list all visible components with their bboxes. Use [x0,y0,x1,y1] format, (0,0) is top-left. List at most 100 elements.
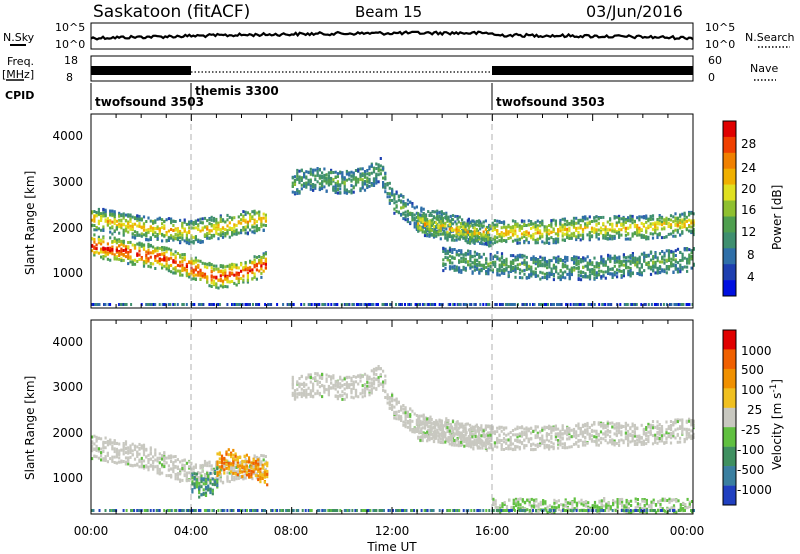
echo-cell [426,232,429,236]
echo-cell [679,259,682,263]
echo-cell [622,271,625,275]
echo-cell [460,225,463,229]
echo-cell [570,232,573,236]
echo-cell [686,265,689,269]
echo-cell [314,186,317,190]
echo-cell [120,219,123,223]
echo-cell [197,273,200,277]
echo-cell [456,303,459,306]
echo-cell [485,265,488,269]
echo-cell [382,167,385,171]
echo-cell [488,225,491,229]
echo-cell [152,226,155,230]
echo-cell [95,226,98,229]
echo-cell [257,458,260,462]
echo-cell [395,200,398,204]
echo-cell [253,454,256,458]
echo-cell [181,231,184,235]
echo-cell [476,229,479,233]
echo-cell [460,252,463,256]
echo-cell [622,274,625,278]
echo-cell [638,267,641,271]
echo-cell [570,223,573,227]
echo-cell [582,266,585,269]
echo-cell [478,261,481,264]
echo-cell [152,230,155,233]
beam-title: Beam 15 [355,3,422,21]
echo-cell [213,483,217,487]
echo-cell [176,269,179,273]
echo-cell [523,258,526,262]
echo-cell [444,249,447,253]
echo-cell [210,234,213,237]
echo-cell [638,273,641,277]
echo-cell [359,376,362,380]
echo-cell [643,258,646,262]
echo-cell [195,472,198,476]
echo-cell [647,266,650,270]
echo-cell [336,303,339,306]
echo-cell [140,446,143,450]
echo-cell [118,303,121,306]
echo-cell [325,388,328,392]
echo-cell [161,218,164,222]
echo-cell [325,181,328,185]
echo-cell [661,269,664,273]
echo-cell [584,274,587,278]
echo-cell [455,222,458,226]
echo-cell [466,230,469,234]
echo-cell [570,221,573,225]
echo-cell [240,213,243,217]
echo-cell [255,264,258,268]
echo-cell [616,256,619,260]
echo-cell [113,240,116,243]
echo-cell [207,477,210,481]
echo-cell [203,473,207,476]
echo-cell [93,434,96,438]
echo-cell [485,230,488,234]
echo-cell [359,373,362,377]
echo-cell [314,372,317,376]
echo-cell [609,256,612,260]
echo-cell [672,250,675,254]
echo-cell [106,257,109,261]
echo-cell [183,227,186,231]
echo-cell [296,177,299,181]
echo-cell [185,272,188,276]
echo-cell [102,212,105,216]
echo-cell [618,261,621,265]
echo-cell [375,162,378,166]
echo-cell [534,223,537,227]
echo-cell [122,212,125,216]
echo-cell [654,229,657,233]
echo-cell [243,454,246,458]
echo-cell [228,280,231,284]
echo-cell [197,270,200,274]
echo-cell [201,469,204,473]
echo-cell [406,219,409,223]
echo-cell [227,448,230,452]
echo-cell [627,255,630,259]
echo-cell [442,258,445,262]
echo-cell [136,231,139,235]
power-colorbar-frame [722,120,737,297]
echo-cell [690,255,693,259]
echo-cell [368,376,371,380]
echo-cell [109,249,112,253]
echo-cell [296,174,299,178]
echo-cell [552,274,555,278]
echo-cell [554,232,557,236]
echo-cell [448,246,452,250]
echo-cell [444,216,447,219]
echo-cell [464,303,467,306]
echo-cell [548,265,551,269]
echo-cell [631,221,634,225]
echo-cell [388,198,391,202]
echo-cell [238,303,241,306]
echo-cell [525,276,528,280]
echo-cell [102,236,105,240]
echo-cell [91,244,94,248]
echo-cell [97,212,100,216]
echo-cell [384,175,387,179]
echo-cell [469,233,472,236]
